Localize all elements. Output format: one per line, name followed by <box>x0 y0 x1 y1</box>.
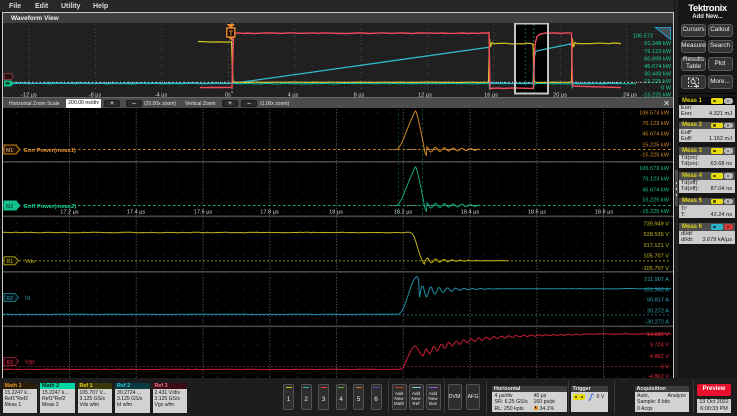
svg-text:4.862 V: 4.862 V <box>650 354 670 360</box>
svg-text:45.674 kW: 45.674 kW <box>644 64 671 70</box>
svg-text:-4 µs: -4 µs <box>155 93 168 98</box>
svg-text:20 µs: 20 µs <box>553 93 567 98</box>
svg-text:8 µs: 8 µs <box>354 93 365 98</box>
svg-text:151.362 A: 151.362 A <box>644 287 669 293</box>
svg-text:91.348 kW: 91.348 kW <box>644 41 671 47</box>
svg-text:15.225 kW: 15.225 kW <box>644 79 671 85</box>
svg-text:90.817 A: 90.817 A <box>647 297 669 303</box>
svg-text:-15.225 kW: -15.225 kW <box>640 209 669 215</box>
svg-text:9.724 V: 9.724 V <box>650 343 670 349</box>
svg-text:Vds: Vds <box>25 259 35 265</box>
svg-text:528.535 V: 528.535 V <box>643 232 669 238</box>
svg-text:76.123 kW: 76.123 kW <box>644 49 671 55</box>
svg-text:18 µs: 18 µs <box>329 210 343 216</box>
svg-text:R3: R3 <box>7 360 14 366</box>
svg-text:-15.225 kW: -15.225 kW <box>642 93 671 98</box>
svg-text:T: T <box>229 30 234 37</box>
svg-text:18.6 µs: 18.6 µs <box>528 210 547 216</box>
svg-text:30.272 A: 30.272 A <box>647 309 669 315</box>
svg-text:0 W: 0 W <box>661 86 672 92</box>
svg-text:106.573: 106.573 <box>633 34 653 40</box>
svg-text:211.907 A: 211.907 A <box>644 277 669 283</box>
svg-text:-12 µs: -12 µs <box>21 93 37 98</box>
svg-text:M2: M2 <box>6 204 13 210</box>
svg-text:16 µs: 16 µs <box>484 93 498 98</box>
svg-text:Eon Power(meas1): Eon Power(meas1) <box>24 148 76 154</box>
svg-text:17.2 µs: 17.2 µs <box>60 210 79 216</box>
svg-text:18.2 µs: 18.2 µs <box>394 210 413 216</box>
svg-text:15.225 kW: 15.225 kW <box>642 198 669 204</box>
svg-text:18.4 µs: 18.4 µs <box>461 210 480 216</box>
svg-text:17.8 µs: 17.8 µs <box>260 210 279 216</box>
svg-text:M1: M1 <box>6 148 13 154</box>
svg-text:45.674 kW: 45.674 kW <box>642 188 669 194</box>
svg-text:Vgs: Vgs <box>25 360 35 366</box>
svg-text:-105.707 V: -105.707 V <box>642 266 670 272</box>
svg-text:-15.225 kW: -15.225 kW <box>640 153 669 159</box>
svg-text:106.573 kW: 106.573 kW <box>639 166 670 172</box>
svg-text:105.707 V: 105.707 V <box>643 253 669 259</box>
svg-text:76.123 kW: 76.123 kW <box>642 176 669 182</box>
svg-text:Id: Id <box>25 296 30 302</box>
svg-text:R1: R1 <box>7 259 14 265</box>
svg-text:14.586 V: 14.586 V <box>647 332 670 338</box>
svg-text:-8 µs: -8 µs <box>89 93 102 98</box>
svg-text:24 µs: 24 µs <box>623 93 637 98</box>
svg-text:76.123 kW: 76.123 kW <box>642 121 669 127</box>
svg-text:Eoff Power(meas2): Eoff Power(meas2) <box>24 204 76 210</box>
svg-text:12 µs: 12 µs <box>418 93 432 98</box>
svg-text:60.899 kW: 60.899 kW <box>644 56 671 62</box>
svg-text:R2: R2 <box>7 296 14 302</box>
svg-text:0s: 0s <box>225 93 231 98</box>
svg-text:4 µs: 4 µs <box>288 93 299 98</box>
svg-text:0 V: 0 V <box>661 364 670 370</box>
svg-text:15.225 kW: 15.225 kW <box>642 143 669 149</box>
svg-text:739.949 V: 739.949 V <box>643 221 669 227</box>
svg-text:17.6 µs: 17.6 µs <box>194 210 213 216</box>
svg-text:30.449 kW: 30.449 kW <box>644 72 671 78</box>
svg-text:17.4 µs: 17.4 µs <box>127 210 146 216</box>
svg-text:18.8 µs: 18.8 µs <box>595 210 614 216</box>
svg-text:-30.272 A: -30.272 A <box>645 320 669 326</box>
svg-text:106.573 kW: 106.573 kW <box>639 111 670 117</box>
svg-text:-4.862 V: -4.862 V <box>648 374 669 378</box>
svg-text:45.674 kW: 45.674 kW <box>642 132 669 138</box>
svg-text:317.121 V: 317.121 V <box>643 243 669 249</box>
